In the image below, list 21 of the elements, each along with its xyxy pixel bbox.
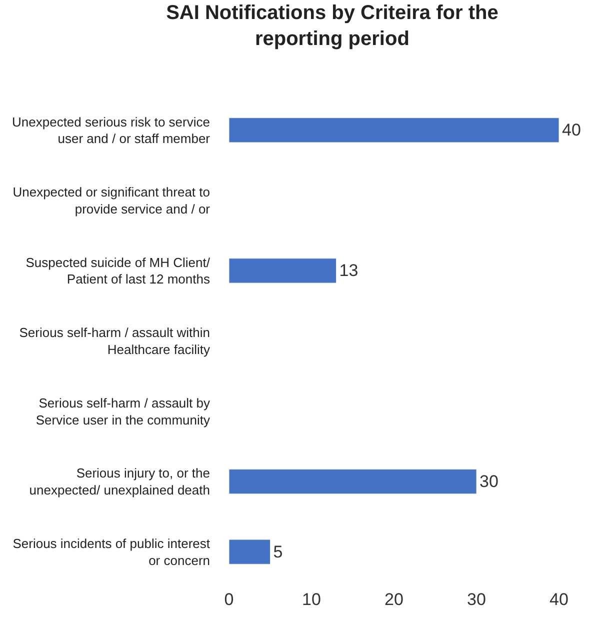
bar [229, 118, 559, 143]
bar [229, 258, 336, 284]
x-tick-label: 10 [302, 590, 321, 609]
chart-title: SAI Notifications by Criteira for the reporting period [166, 2, 498, 50]
data-label: 40 [562, 120, 581, 140]
data-label: 5 [273, 542, 283, 562]
data-label: 30 [480, 472, 498, 492]
x-tick-label: 20 [384, 590, 404, 609]
y-tick-label: Serious incidents of public interest or concern [12, 536, 210, 568]
x-tick-label: 0 [224, 590, 234, 609]
y-tick-label: Serious injury to, or the unexpected/ unexplained death [29, 466, 210, 498]
bar [229, 539, 270, 564]
y-tick-label: Unexpected or significant threat to provide service and / or [12, 184, 211, 216]
y-tick-label: Serious self-harm / assault by Service user in the community [36, 395, 210, 428]
x-tick-label: 40 [550, 590, 568, 609]
y-tick-label: Suspected suicide of MH Client/ Patient of last 12 months [26, 254, 210, 287]
x-tick-label: 30 [467, 590, 486, 609]
y-tick-label: Unexpected serious risk to service user and / or staff member [12, 114, 211, 146]
data-label: 13 [339, 261, 358, 280]
y-tick-label: Serious self-harm / assault within Healthcare facility [19, 325, 210, 357]
bar [229, 469, 477, 494]
